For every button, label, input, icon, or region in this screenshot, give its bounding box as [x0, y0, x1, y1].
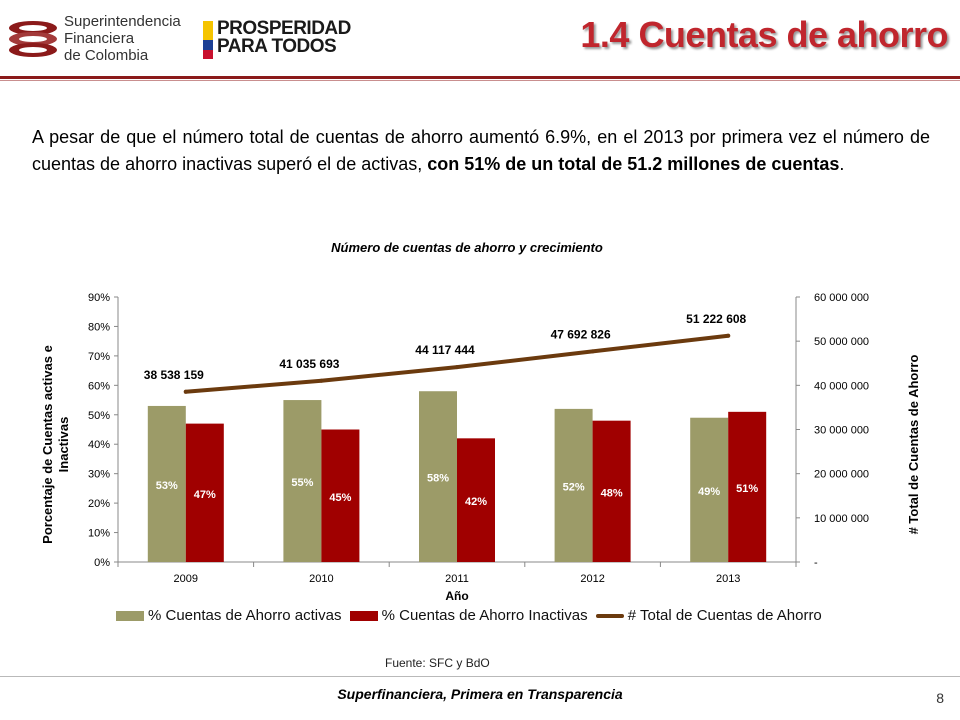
chart-source: Fuente: SFC y BdO: [385, 656, 490, 670]
y-tick-label-left: 60%: [88, 380, 110, 392]
legend-item-total: # Total de Cuentas de Ahorro: [595, 607, 822, 624]
y-tick-label-right: -: [814, 557, 818, 569]
line-point-total: [183, 389, 188, 394]
bar-label-inactive: 48%: [601, 487, 623, 499]
y-axis-label-right: # Total de Cuentas de Ahorro: [906, 355, 921, 535]
bar-inactive: [592, 420, 631, 562]
intro-text-1: A pesar de que el número total de cuenta…: [32, 127, 930, 174]
bar-inactive: [185, 423, 224, 562]
y-tick-label-left: 80%: [88, 321, 110, 333]
page-title: 1.4 Cuentas de ahorro: [580, 14, 948, 55]
bar-label-active: 53%: [156, 480, 178, 492]
line-label-total: 51 222 608: [686, 312, 746, 326]
sfc-logo-line-1: Superintendencia: [64, 13, 181, 30]
bar-label-inactive: 47%: [194, 489, 216, 501]
bar-label-active: 58%: [427, 473, 449, 485]
bar-label-active: 52%: [563, 481, 585, 493]
x-tick-label: 2009: [174, 573, 198, 585]
chart-legend: % Cuentas de Ahorro activas % Cuentas de…: [116, 607, 826, 624]
line-point-total: [590, 349, 595, 354]
y-tick-label-right: 10 000 000: [814, 513, 869, 525]
bar-active: [419, 391, 457, 562]
header-divider-thin: [0, 80, 960, 81]
x-axis-label: Año: [445, 589, 468, 603]
footer-divider: [0, 676, 960, 677]
y-tick-label-left: 70%: [88, 351, 110, 363]
y-axis-label-left: Porcentaje de Cuentas activas eInactivas: [40, 345, 71, 544]
y-tick-label-right: 60 000 000: [814, 292, 869, 304]
bar-inactive: [457, 438, 495, 562]
prosperidad-logo: PROSPERIDAD PARA TODOS: [203, 18, 351, 60]
line-point-total: [455, 365, 459, 370]
intro-text-bold: con 51% de un total de 51.2 millones de …: [427, 154, 840, 174]
x-tick-label: 2011: [445, 573, 469, 585]
bar-active: [283, 400, 322, 562]
y-tick-label-left: 90%: [88, 292, 110, 304]
bar-label-active: 55%: [291, 477, 313, 489]
legend-label-inactive: % Cuentas de Ahorro Inactivas: [381, 607, 588, 624]
y-tick-label-left: 10%: [88, 528, 110, 540]
bar-active: [690, 417, 729, 562]
bar-label-inactive: 51%: [736, 483, 758, 495]
x-tick-label: 2010: [309, 573, 333, 585]
y-tick-label-left: 50%: [88, 410, 110, 422]
savings-accounts-chart: Número de cuentas de ahorro y crecimient…: [40, 240, 921, 603]
legend-label-active: % Cuentas de Ahorro activas: [148, 607, 342, 624]
bar-label-active: 49%: [698, 486, 720, 498]
legend-swatch-active: [116, 611, 144, 622]
y-tick-label-left: 40%: [88, 439, 110, 451]
bar-inactive: [321, 429, 360, 562]
legend-item-inactive: % Cuentas de Ahorro Inactivas: [349, 607, 588, 624]
y-tick-label-right: 40 000 000: [814, 380, 869, 392]
x-tick-label: 2012: [580, 573, 604, 585]
line-label-total: 47 692 826: [551, 327, 611, 341]
page-number: 8: [936, 690, 944, 706]
y-tick-label-right: 30 000 000: [814, 425, 869, 437]
bar-active: [554, 408, 593, 562]
y-tick-label-left: 30%: [88, 469, 110, 481]
y-tick-label-right: 20 000 000: [814, 469, 869, 481]
intro-text-2: .: [839, 154, 845, 174]
line-point-total: [726, 333, 731, 338]
bar-label-inactive: 45%: [329, 492, 351, 504]
chart-title: Número de cuentas de ahorro y crecimient…: [331, 240, 603, 255]
bar-active: [147, 405, 186, 562]
sfc-logo: Superintendencia Financiera de Colombia: [6, 10, 181, 66]
bar-label-inactive: 42%: [465, 496, 487, 508]
y-tick-label-right: 50 000 000: [814, 336, 869, 348]
line-label-total: 38 538 159: [144, 368, 204, 382]
sfc-emblem-icon: [9, 21, 57, 57]
line-label-total: 44 117 444: [415, 343, 475, 357]
colombia-flag-icon: [203, 21, 213, 59]
legend-swatch-total: [595, 614, 624, 619]
bar-inactive: [728, 411, 767, 562]
header-divider: [0, 76, 960, 79]
y-tick-label-left: 0%: [94, 557, 110, 569]
x-tick-label: 2013: [716, 573, 740, 585]
intro-paragraph: A pesar de que el número total de cuenta…: [32, 124, 930, 178]
prosperidad-logo-line-1: PROSPERIDAD: [217, 18, 351, 39]
sfc-logo-line-3: de Colombia: [64, 47, 149, 64]
y-axis-label-left-line-2: Inactivas: [56, 417, 71, 473]
prosperidad-logo-line-2: PARA TODOS: [217, 36, 337, 57]
legend-label-total: # Total de Cuentas de Ahorro: [627, 607, 822, 624]
y-axis-label-left-line-1: Porcentaje de Cuentas activas e: [40, 345, 55, 544]
footer-text: Superfinanciera, Primera en Transparenci…: [337, 686, 623, 702]
y-tick-label-left: 20%: [88, 498, 110, 510]
legend-item-active: % Cuentas de Ahorro activas: [116, 607, 341, 624]
line-point-total: [319, 378, 324, 383]
sfc-logo-line-2: Financiera: [64, 30, 135, 47]
line-label-total: 41 035 693: [279, 357, 339, 371]
legend-swatch-inactive: [349, 611, 378, 622]
